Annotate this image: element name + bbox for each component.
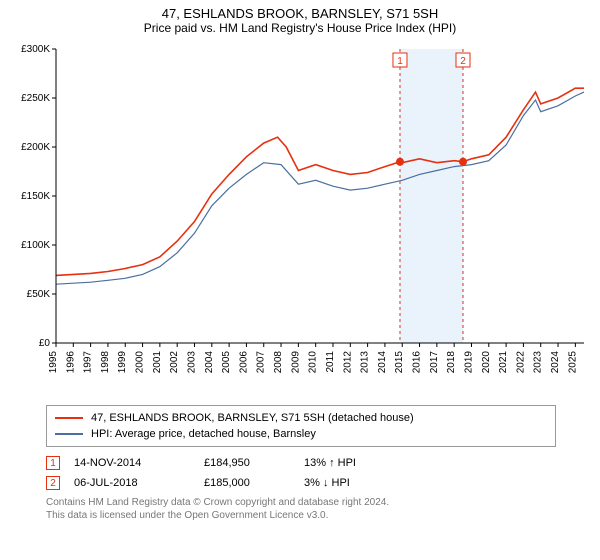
svg-text:£50K: £50K <box>27 289 51 300</box>
svg-text:2012: 2012 <box>342 351 353 374</box>
svg-text:2005: 2005 <box>221 351 232 374</box>
legend-label: 47, ESHLANDS BROOK, BARNSLEY, S71 5SH (d… <box>91 412 414 424</box>
legend-swatch <box>55 417 83 419</box>
svg-text:2010: 2010 <box>308 351 319 374</box>
svg-text:1997: 1997 <box>83 351 94 374</box>
svg-text:2025: 2025 <box>567 351 578 374</box>
svg-text:1996: 1996 <box>65 351 76 374</box>
svg-text:2024: 2024 <box>550 351 561 374</box>
svg-text:2003: 2003 <box>186 351 197 374</box>
footer: Contains HM Land Registry data © Crown c… <box>46 497 590 522</box>
svg-text:1: 1 <box>397 56 403 67</box>
svg-text:£0: £0 <box>39 338 51 349</box>
event-price: £184,950 <box>204 457 304 469</box>
svg-text:2017: 2017 <box>429 351 440 374</box>
svg-text:2022: 2022 <box>515 351 526 374</box>
event-date: 14-NOV-2014 <box>74 457 204 469</box>
svg-text:£100K: £100K <box>21 240 50 251</box>
svg-text:2001: 2001 <box>152 351 163 374</box>
legend: 47, ESHLANDS BROOK, BARNSLEY, S71 5SH (d… <box>46 405 556 447</box>
svg-text:2002: 2002 <box>169 351 180 374</box>
svg-text:2006: 2006 <box>238 351 249 374</box>
event-date: 06-JUL-2018 <box>74 477 204 489</box>
svg-text:2007: 2007 <box>256 351 267 374</box>
svg-text:2011: 2011 <box>325 351 336 373</box>
svg-text:2016: 2016 <box>412 351 423 374</box>
svg-text:2023: 2023 <box>533 351 544 374</box>
event-marker-icon: 2 <box>46 476 60 490</box>
legend-item: HPI: Average price, detached house, Barn… <box>55 426 547 442</box>
event-marker-icon: 1 <box>46 456 60 470</box>
event-list: 1 14-NOV-2014 £184,950 13% ↑ HPI 2 06-JU… <box>46 453 590 493</box>
event-diff: 13% ↑ HPI <box>304 457 424 469</box>
svg-text:2008: 2008 <box>273 351 284 374</box>
event-price: £185,000 <box>204 477 304 489</box>
event-row: 1 14-NOV-2014 £184,950 13% ↑ HPI <box>46 453 590 473</box>
event-diff: 3% ↓ HPI <box>304 477 424 489</box>
svg-text:2004: 2004 <box>204 351 215 374</box>
svg-text:2009: 2009 <box>290 351 301 374</box>
svg-text:1999: 1999 <box>117 351 128 374</box>
event-row: 2 06-JUL-2018 £185,000 3% ↓ HPI <box>46 473 590 493</box>
svg-text:2015: 2015 <box>394 351 405 374</box>
legend-swatch <box>55 433 83 435</box>
footer-line: Contains HM Land Registry data © Crown c… <box>46 497 590 510</box>
svg-text:2000: 2000 <box>135 351 146 374</box>
svg-text:£250K: £250K <box>21 93 50 104</box>
svg-text:2013: 2013 <box>360 351 371 374</box>
svg-text:2020: 2020 <box>481 351 492 374</box>
svg-text:2018: 2018 <box>446 351 457 374</box>
svg-text:1998: 1998 <box>100 351 111 374</box>
svg-text:2: 2 <box>460 56 466 67</box>
svg-text:2019: 2019 <box>463 351 474 374</box>
legend-item: 47, ESHLANDS BROOK, BARNSLEY, S71 5SH (d… <box>55 410 547 426</box>
page-subtitle: Price paid vs. HM Land Registry's House … <box>10 21 590 35</box>
svg-text:£200K: £200K <box>21 142 50 153</box>
svg-text:2014: 2014 <box>377 351 388 374</box>
footer-line: This data is licensed under the Open Gov… <box>46 510 590 523</box>
svg-text:2021: 2021 <box>498 351 509 374</box>
page-title: 47, ESHLANDS BROOK, BARNSLEY, S71 5SH <box>10 6 590 21</box>
legend-label: HPI: Average price, detached house, Barn… <box>91 428 316 440</box>
price-chart: 1 2 £0 £50K £100K £150K £200K £250K £300K 1995 199… <box>10 39 590 399</box>
svg-text:£150K: £150K <box>21 191 50 202</box>
svg-text:£300K: £300K <box>21 44 50 55</box>
svg-text:1995: 1995 <box>48 351 59 374</box>
